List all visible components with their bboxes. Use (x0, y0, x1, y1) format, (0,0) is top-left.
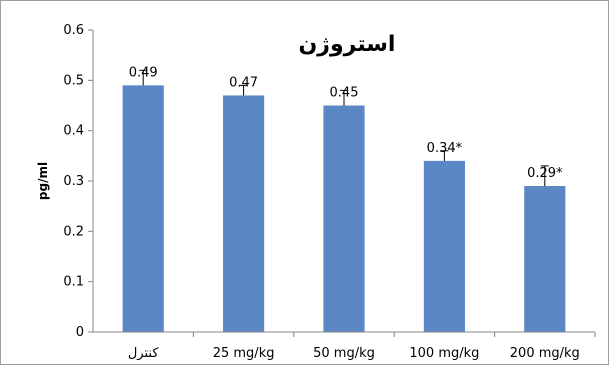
data-label: 0.49 (129, 65, 158, 80)
y-tick-label: 0.3 (63, 174, 84, 189)
bar (423, 160, 465, 332)
data-label: 0.29* (527, 166, 563, 181)
bars: 0.49 0.47 0.45 0.34* 0.29* (122, 65, 566, 332)
data-label: 0.47 (229, 75, 258, 90)
bar (122, 85, 164, 332)
x-category-label: 100 mg/kg (409, 346, 479, 361)
y-tick-label: 0.4 (63, 124, 84, 139)
x-category-label: 25 mg/kg (213, 346, 275, 361)
x-category-label: 200 mg/kg (510, 346, 580, 361)
bar (524, 186, 566, 332)
y-tick-label: 0.2 (63, 224, 84, 239)
data-label: 0.45 (330, 86, 359, 101)
y-axis-ticks: 0 0.1 0.2 0.3 0.4 0.5 0.6 (63, 23, 93, 340)
x-axis-labels: کنترل 25 mg/kg 50 mg/kg 100 mg/kg 200 mg/kg (128, 332, 596, 361)
y-tick-label: 0.5 (63, 73, 84, 88)
y-tick-label: 0.6 (63, 23, 84, 38)
data-label: 0.34* (427, 141, 463, 156)
x-category-label: کنترل (128, 346, 159, 361)
bar (323, 105, 365, 332)
y-axis-label: pg/ml (36, 162, 50, 200)
bar (223, 95, 265, 332)
y-tick-label: 0.1 (63, 275, 84, 290)
chart-title: استروژن (299, 32, 396, 57)
x-category-label: 50 mg/kg (313, 346, 375, 361)
y-tick-label: 0 (76, 325, 84, 340)
